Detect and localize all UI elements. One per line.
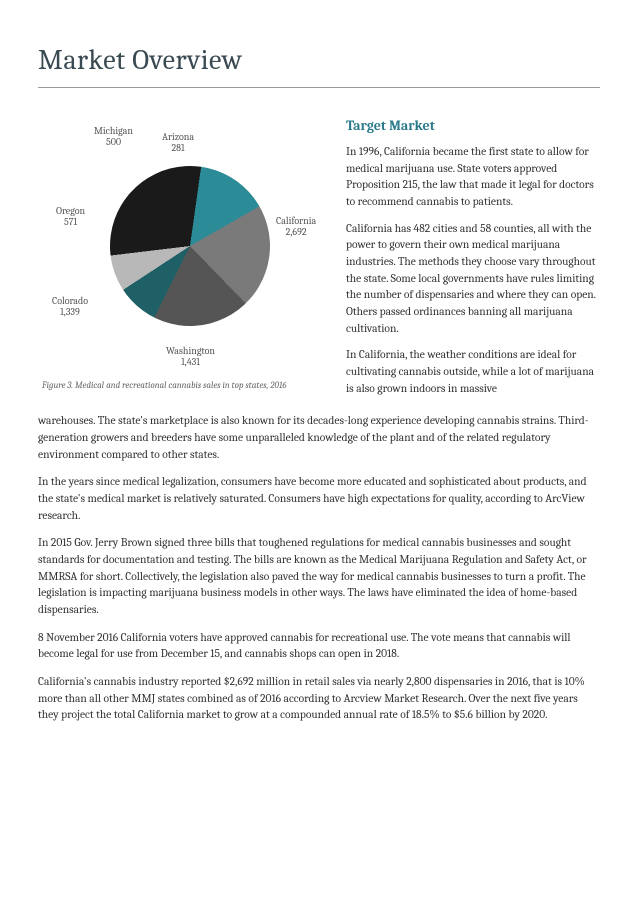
pie-chart: California2,692 Washington1,431 Colorado… xyxy=(38,116,328,376)
pie-graphic xyxy=(100,155,281,336)
slice-label-colorado: Colorado1,339 xyxy=(52,296,88,319)
body-paragraphs: warehouses. The state's marketplace is a… xyxy=(38,413,600,724)
upper-row: California2,692 Washington1,431 Colorado… xyxy=(38,116,600,408)
section-heading: Target Market xyxy=(346,116,600,136)
slice-label-michigan: Michigan500 xyxy=(94,126,133,149)
right-para-1: California has 482 cities and 58 countie… xyxy=(346,221,600,338)
slice-label-washington: Washington1,431 xyxy=(166,346,215,369)
body-para-1: In the years since medical legalization,… xyxy=(38,474,600,524)
slice-label-california: California2,692 xyxy=(276,216,316,239)
page-title: Market Overview xyxy=(38,40,600,88)
slice-label-arizona: Arizona281 xyxy=(162,132,194,155)
body-para-3: 8 November 2016 California voters have a… xyxy=(38,630,600,663)
chart-column: California2,692 Washington1,431 Colorado… xyxy=(38,116,328,408)
slice-label-oregon: Oregon571 xyxy=(56,206,85,229)
chart-caption: Figure 3. Medical and recreational canna… xyxy=(38,380,287,393)
body-para-0: warehouses. The state's marketplace is a… xyxy=(38,413,600,463)
body-para-2: In 2015 Gov. Jerry Brown signed three bi… xyxy=(38,535,600,618)
right-text-column: Target Market In 1996, California became… xyxy=(346,116,600,408)
right-para-0: In 1996, California became the first sta… xyxy=(346,144,600,211)
body-para-4: California's cannabis industry reported … xyxy=(38,674,600,724)
right-para-2: In California, the weather conditions ar… xyxy=(346,347,600,397)
